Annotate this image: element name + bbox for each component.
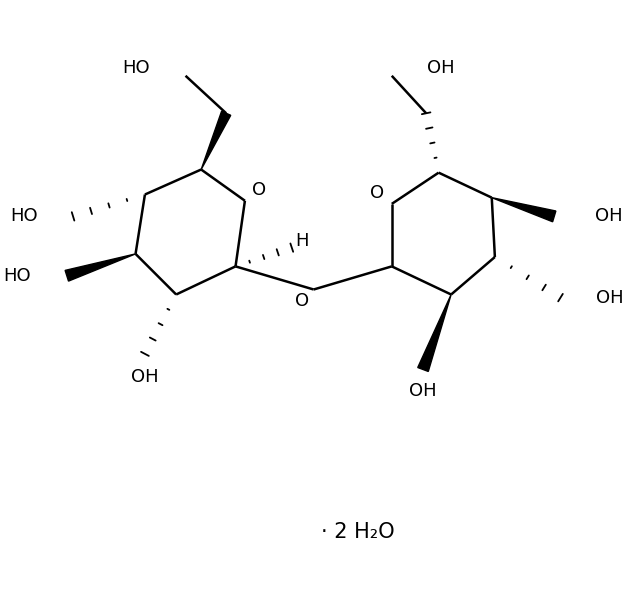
Polygon shape — [418, 294, 451, 372]
Text: OH: OH — [595, 207, 623, 226]
Text: OH: OH — [428, 59, 455, 77]
Text: OH: OH — [596, 289, 624, 307]
Text: · 2 H₂O: · 2 H₂O — [321, 522, 394, 542]
Text: O: O — [252, 180, 266, 198]
Text: O: O — [371, 184, 385, 201]
Polygon shape — [492, 198, 556, 222]
Text: OH: OH — [131, 368, 159, 386]
Text: H: H — [296, 233, 309, 250]
Polygon shape — [65, 254, 136, 281]
Text: HO: HO — [4, 267, 31, 284]
Text: HO: HO — [122, 59, 150, 77]
Polygon shape — [201, 111, 231, 170]
Text: O: O — [295, 292, 310, 310]
Text: HO: HO — [10, 207, 38, 226]
Text: OH: OH — [409, 382, 437, 401]
